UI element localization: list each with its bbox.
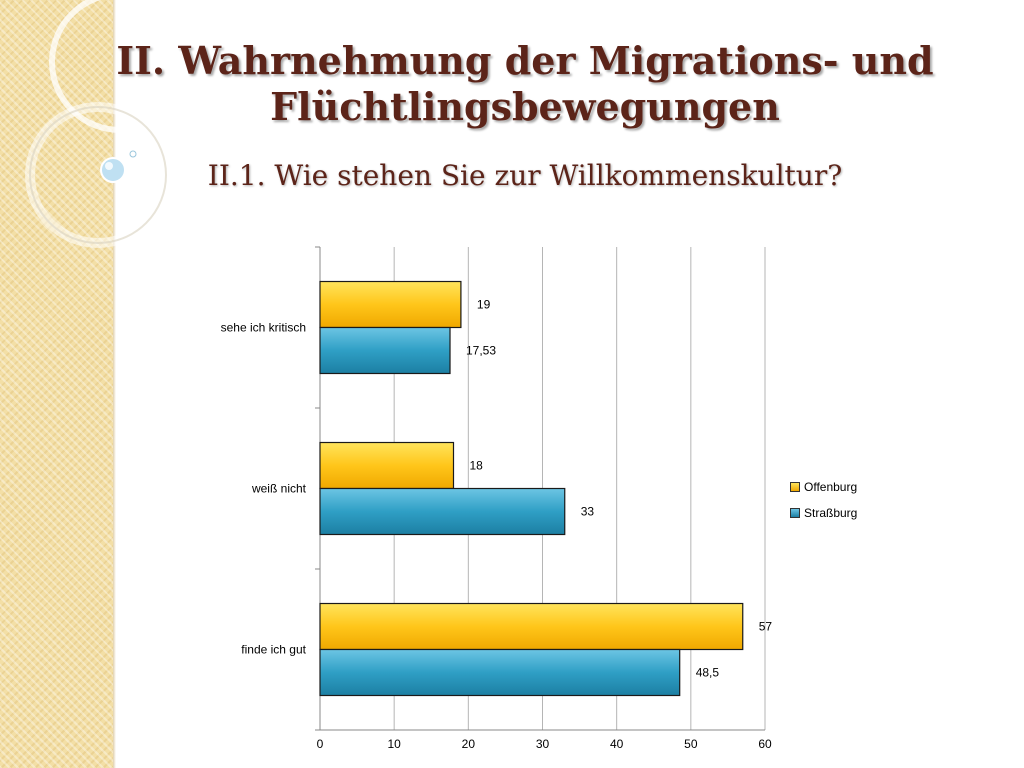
slide-subtitle: II.1. Wie stehen Sie zur Willkommenskult…: [207, 159, 843, 192]
category-label: finde ich gut: [241, 643, 306, 657]
x-tick-label: 40: [610, 737, 624, 751]
bar-chart: 0 10 20 30 40 50 60 sehe ich kritisch 19 17,53 wei…: [221, 246, 773, 751]
decorative-circles: [25, 0, 191, 248]
bar-straßburg: [319, 326, 451, 375]
legend-swatch-strassburg: [790, 508, 800, 518]
legend-item-strassburg: Straßburg: [790, 504, 857, 522]
data-label: 33: [581, 505, 595, 519]
slide-title: II. Wahrnehmung der Migrations- und Flüc…: [116, 38, 934, 129]
x-tick-label: 20: [462, 737, 476, 751]
data-label: 18: [470, 459, 484, 473]
x-tick-label: 30: [536, 737, 550, 751]
legend-item-offenburg: Offenburg: [790, 478, 857, 496]
legend-swatch-offenburg: [790, 482, 800, 492]
bar-offenburg: [319, 602, 744, 651]
data-label: 17,53: [466, 344, 496, 358]
bar-offenburg: [319, 280, 462, 329]
bar-straßburg: [319, 648, 681, 697]
x-tick-label: 50: [684, 737, 698, 751]
category-label: weiß nicht: [251, 482, 307, 496]
category-label: sehe ich kritisch: [221, 321, 306, 335]
legend-label-offenburg: Offenburg: [804, 480, 858, 494]
data-label: 48,5: [696, 666, 720, 680]
x-tick-label: 10: [387, 737, 401, 751]
data-label: 19: [477, 298, 491, 312]
bar-straßburg: [319, 487, 566, 536]
sidebar-edge: [113, 0, 116, 768]
legend-label-strassburg: Straßburg: [804, 506, 858, 520]
chart-legend: Offenburg Straßburg: [790, 478, 857, 530]
data-label: 57: [759, 620, 773, 634]
x-tick-label: 60: [758, 737, 772, 751]
bar-offenburg: [319, 441, 455, 490]
x-tick-label: 0: [317, 737, 324, 751]
